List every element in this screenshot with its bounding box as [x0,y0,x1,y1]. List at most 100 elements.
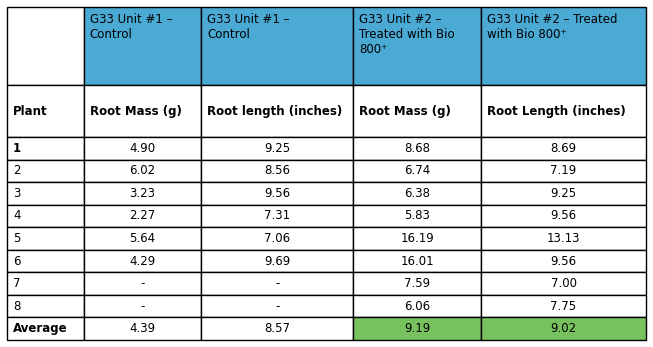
Text: 9.25: 9.25 [264,142,291,155]
Text: 3.23: 3.23 [129,187,155,200]
Bar [201,137,353,160]
Text: Plant: Plant [13,104,48,118]
Bar [84,272,201,295]
Bar [84,250,201,272]
Text: Root Mass (g): Root Mass (g) [89,104,182,118]
Bar [353,272,481,295]
Text: 2.27: 2.27 [129,210,155,222]
Bar [481,7,646,85]
Text: 1: 1 [13,142,21,155]
Bar [201,318,353,340]
Bar [353,85,481,137]
Bar [353,160,481,182]
Bar [481,250,646,272]
Text: 7.59: 7.59 [404,277,430,290]
Bar [353,205,481,227]
Bar [201,205,353,227]
Text: 6.74: 6.74 [404,164,430,177]
Text: 3: 3 [13,187,20,200]
Text: 4: 4 [13,210,20,222]
Text: 6.38: 6.38 [404,187,430,200]
Text: 9.02: 9.02 [550,322,577,335]
Bar [7,160,84,182]
Bar [84,227,201,250]
Text: 5: 5 [13,232,20,245]
Bar [353,250,481,272]
Text: 8.56: 8.56 [264,164,291,177]
Bar [201,182,353,205]
Bar [84,205,201,227]
Text: -: - [275,277,279,290]
Text: 16.01: 16.01 [400,255,434,268]
Text: 5.83: 5.83 [404,210,430,222]
Text: 7.19: 7.19 [550,164,577,177]
Bar [353,227,481,250]
Bar [353,318,481,340]
Text: 7.06: 7.06 [264,232,291,245]
Bar [7,272,84,295]
Text: 7.00: 7.00 [550,277,577,290]
Text: Root Length (inches): Root Length (inches) [487,104,626,118]
Bar [481,137,646,160]
Bar [7,227,84,250]
Text: Root length (inches): Root length (inches) [208,104,343,118]
Bar [481,160,646,182]
Text: Root Mass (g): Root Mass (g) [360,104,451,118]
Text: Average: Average [13,322,68,335]
Text: 7.31: 7.31 [264,210,291,222]
Bar [7,85,84,137]
Bar [201,85,353,137]
Bar [481,85,646,137]
Text: 6: 6 [13,255,20,268]
Bar [84,318,201,340]
Text: G33 Unit #2 – Treated
with Bio 800⁺: G33 Unit #2 – Treated with Bio 800⁺ [487,13,618,41]
Bar [201,160,353,182]
Bar [84,182,201,205]
Bar [7,182,84,205]
Bar [481,318,646,340]
Text: 8: 8 [13,300,20,313]
Text: -: - [140,300,145,313]
Text: -: - [140,277,145,290]
Bar [353,182,481,205]
Text: 7.75: 7.75 [550,300,577,313]
Text: 9.19: 9.19 [404,322,430,335]
Bar [481,272,646,295]
Text: 8.57: 8.57 [264,322,291,335]
Bar [353,137,481,160]
Text: 7: 7 [13,277,20,290]
Bar [7,205,84,227]
Text: G33 Unit #1 –
Control: G33 Unit #1 – Control [89,13,172,41]
Text: 2: 2 [13,164,20,177]
Text: 4.39: 4.39 [129,322,155,335]
Bar [7,318,84,340]
Text: G33 Unit #2 –
Treated with Bio
800⁺: G33 Unit #2 – Treated with Bio 800⁺ [360,13,455,56]
Text: 9.56: 9.56 [550,255,577,268]
Text: -: - [275,300,279,313]
Text: 13.13: 13.13 [547,232,581,245]
Bar [7,137,84,160]
Text: 5.64: 5.64 [129,232,155,245]
Text: 4.90: 4.90 [129,142,155,155]
Bar [7,250,84,272]
Bar [7,295,84,318]
Bar [353,295,481,318]
Bar [201,227,353,250]
Bar [481,182,646,205]
Bar [7,7,84,85]
Bar [481,205,646,227]
Text: 9.25: 9.25 [550,187,577,200]
Text: 4.29: 4.29 [129,255,155,268]
Text: 6.02: 6.02 [129,164,155,177]
Text: 6.06: 6.06 [404,300,430,313]
Bar [481,227,646,250]
Text: 16.19: 16.19 [400,232,434,245]
Bar [481,295,646,318]
Bar [84,160,201,182]
Bar [201,272,353,295]
Bar [84,137,201,160]
Text: 9.56: 9.56 [550,210,577,222]
Bar [201,295,353,318]
Bar [201,7,353,85]
Bar [84,7,201,85]
